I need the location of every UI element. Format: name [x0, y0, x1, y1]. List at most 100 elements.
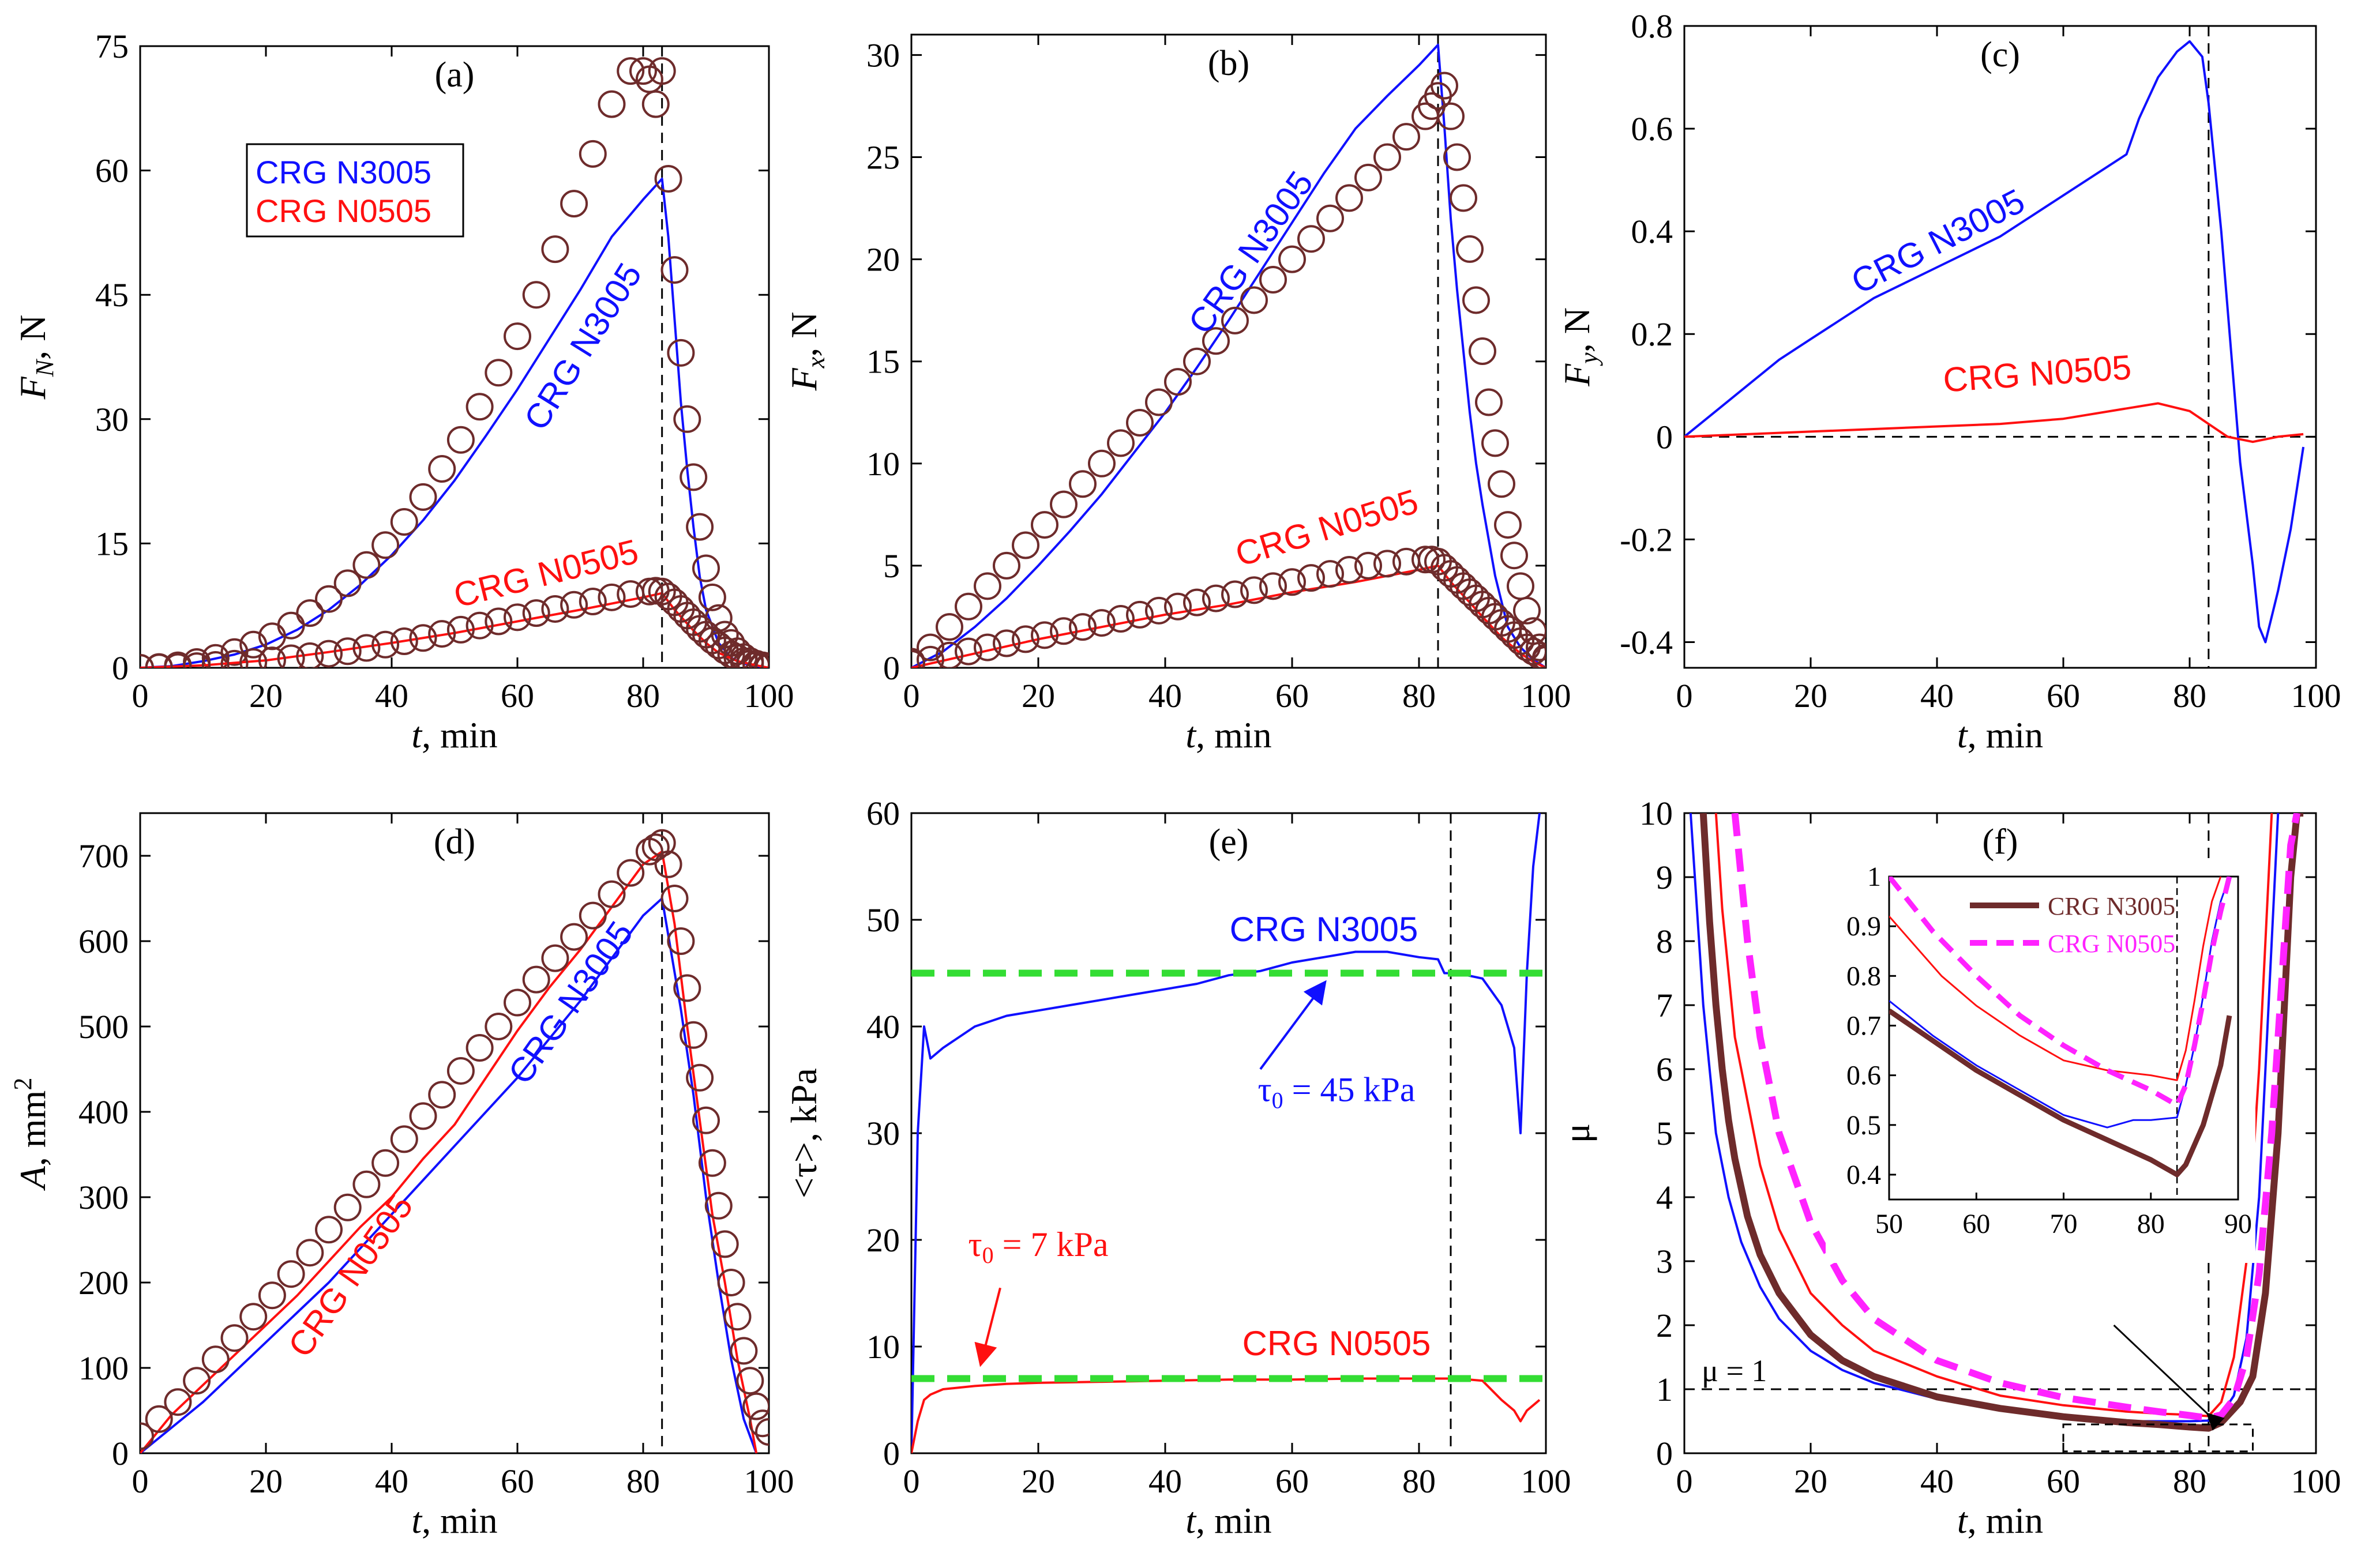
data-point [579, 140, 607, 168]
x-tick-label: 20 [1022, 677, 1055, 715]
annotation: CRG N3005 [1181, 164, 1320, 341]
x-axis-unit: , min [422, 715, 498, 755]
data-point [201, 1345, 230, 1374]
data-point [315, 640, 343, 668]
data-point [1259, 572, 1287, 600]
y-tick-label: 15 [95, 525, 129, 562]
x-tick-label: 40 [1920, 1462, 1954, 1500]
data-point [711, 1230, 739, 1258]
x-tick-label: 100 [1521, 677, 1571, 715]
data-point [522, 281, 550, 309]
data-point [164, 1388, 192, 1416]
data-point [654, 850, 682, 878]
y-tick-label: 5 [1656, 1115, 1673, 1152]
inset-y-tick-label: 0.4 [1846, 1160, 1881, 1190]
data-point [1031, 621, 1058, 649]
data-point [466, 1034, 494, 1062]
x-tick-label: 40 [375, 677, 408, 715]
data-point [680, 1021, 708, 1049]
plot-area [140, 813, 769, 1453]
y-tick-label: 45 [95, 276, 129, 314]
y-tick-label: 50 [866, 901, 900, 939]
x-tick-label: 60 [501, 677, 534, 715]
data-point [749, 1409, 769, 1438]
data-point [164, 653, 192, 668]
y-tick-label: 60 [95, 152, 129, 190]
panel-a: 0 20 40 60 80 100 0 15 30 45 60 75 t, min FN, N (a) CRG… [12, 28, 794, 755]
data-point [936, 641, 963, 668]
panel-label: (a) [435, 55, 475, 95]
data-point [1221, 306, 1249, 334]
data-point [704, 1191, 733, 1220]
data-point [1392, 123, 1420, 151]
data-point [504, 322, 531, 351]
data-point [296, 1239, 324, 1267]
x-tick-label: 20 [1794, 1462, 1827, 1500]
data-point [730, 647, 758, 668]
data-point [686, 513, 714, 541]
hline-label: μ = 1 [1702, 1353, 1767, 1388]
data-point [1145, 596, 1173, 625]
annotation-arrow [1259, 980, 1327, 1070]
data-point [390, 1125, 418, 1153]
x-axis-var: t [411, 1500, 423, 1541]
data-point [446, 426, 475, 454]
x-tick-label: 80 [1402, 677, 1436, 715]
data-point [1202, 584, 1230, 612]
data-point [522, 599, 550, 627]
data-point [1069, 470, 1097, 498]
zoom-arrow [2113, 1324, 2225, 1431]
data-point [1450, 184, 1477, 212]
x-axis-unit: , min [1968, 715, 2044, 755]
y-tick-label: -0.2 [1620, 521, 1673, 558]
y-axis-sub: N [31, 358, 59, 377]
data-point [698, 583, 726, 611]
data-point [428, 1081, 456, 1109]
annot-rest: = 45 kPa [1283, 1071, 1416, 1109]
data-point [541, 595, 569, 623]
annot-rest: = 7 kPa [994, 1225, 1109, 1264]
data-point [1462, 286, 1490, 314]
data-point [1335, 555, 1363, 584]
x-tick-label: 60 [2047, 677, 2080, 715]
data-point [466, 393, 494, 421]
data-point [1526, 641, 1546, 668]
data-point [1240, 576, 1268, 604]
panel-label: (d) [434, 822, 475, 862]
data-point [660, 256, 689, 284]
y-axis-unit: , N [783, 312, 824, 357]
x-axis-label: t, min [1185, 715, 1271, 755]
data-point [466, 611, 494, 640]
x-axis-unit: , min [1968, 1500, 2044, 1541]
data-point [598, 880, 626, 908]
y-tick-label: 7 [1656, 987, 1673, 1024]
data-point [504, 988, 531, 1017]
data-point [446, 615, 475, 644]
data-point [201, 650, 230, 668]
data-point [485, 607, 513, 636]
panel-label: (e) [1209, 822, 1249, 862]
data-point [560, 923, 588, 951]
data-point [220, 649, 249, 668]
data-point [1456, 235, 1484, 263]
y-tick-label: -0.4 [1620, 623, 1673, 661]
data-point [692, 554, 720, 582]
data-point [1373, 550, 1401, 578]
data-point [352, 551, 381, 579]
x-tick-label: 80 [626, 1462, 660, 1500]
annotation: CRG N3005 [501, 915, 640, 1091]
axes-frame [1683, 25, 2317, 669]
data-point [428, 620, 456, 648]
x-tick-label: 20 [249, 677, 283, 715]
data-point [1031, 511, 1058, 539]
annotation: CRG N0505 [1942, 348, 2133, 400]
data-point [736, 1367, 764, 1395]
data-point [277, 1260, 305, 1288]
data-point [390, 627, 418, 656]
y-tick-label: 10 [1639, 795, 1673, 832]
data-point [485, 359, 513, 387]
data-point [955, 592, 982, 621]
y-tick-label: 25 [866, 139, 900, 176]
